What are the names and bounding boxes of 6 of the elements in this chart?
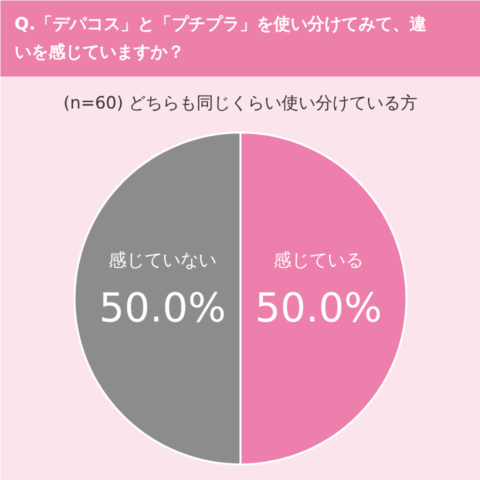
chart-title: Q.「デパコス」と「プチプラ」を使い分けてみて、違いを感じていますか？ xyxy=(14,14,426,62)
data-label: 50.0% xyxy=(98,286,226,332)
slice-label: 感じている xyxy=(274,250,364,271)
data-label: 50.0% xyxy=(254,286,382,332)
slice-label: 感じていない xyxy=(108,250,216,271)
chart-subtitle: (n=60) どちらも同じくらい使い分けている方 xyxy=(63,94,418,114)
